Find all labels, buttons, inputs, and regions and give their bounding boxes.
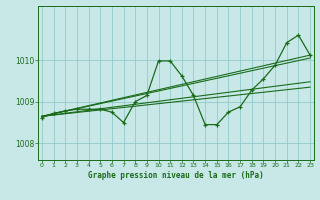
X-axis label: Graphe pression niveau de la mer (hPa): Graphe pression niveau de la mer (hPa) — [88, 171, 264, 180]
